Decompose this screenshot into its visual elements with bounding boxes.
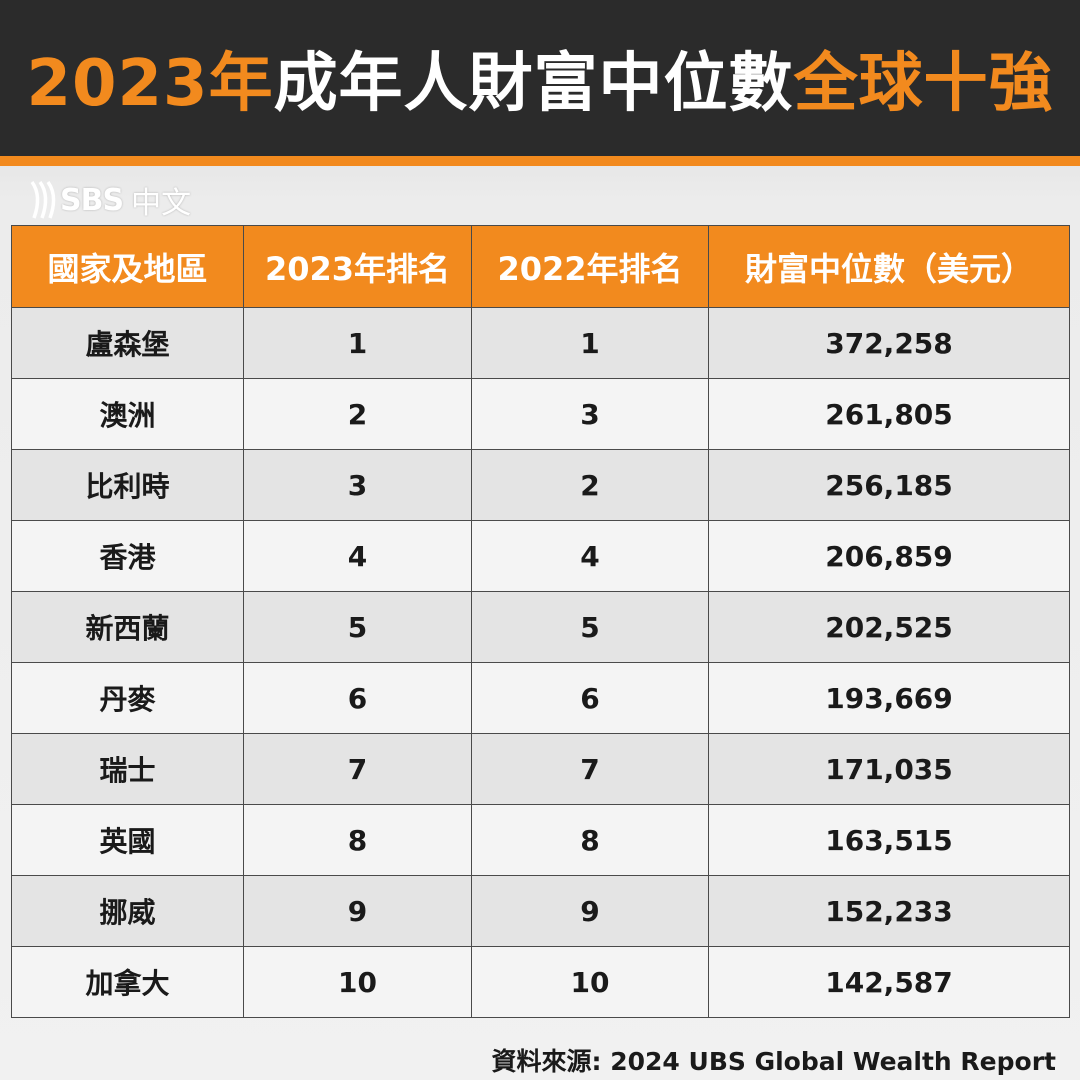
cell-median-wealth: 152,233 — [708, 875, 1070, 947]
cell-region: 瑞士 — [11, 733, 244, 805]
column-header-median-wealth: 財富中位數（美元） — [708, 225, 1070, 308]
sbs-logo: SBS 中文 — [28, 178, 191, 222]
cell-rank-2023: 4 — [243, 520, 472, 592]
table-row: 新西蘭 5 5 202,525 — [11, 591, 1070, 663]
table-row: 盧森堡 1 1 372,258 — [11, 307, 1070, 379]
table-row: 挪威 9 9 152,233 — [11, 875, 1070, 947]
cell-rank-2023: 8 — [243, 804, 472, 876]
cell-rank-2022: 8 — [471, 804, 709, 876]
title-banner: 2023年成年人財富中位數全球十強 — [0, 0, 1080, 166]
source-note: 資料來源: 2024 UBS Global Wealth Report — [491, 1047, 1056, 1076]
cell-rank-2022: 3 — [471, 378, 709, 450]
cell-region: 盧森堡 — [11, 307, 244, 379]
cell-region: 英國 — [11, 804, 244, 876]
cell-median-wealth: 142,587 — [708, 946, 1070, 1018]
cell-rank-2022: 10 — [471, 946, 709, 1018]
cell-region: 比利時 — [11, 449, 244, 521]
logo-brand: SBS — [60, 182, 124, 218]
cell-rank-2023: 9 — [243, 875, 472, 947]
cell-median-wealth: 171,035 — [708, 733, 1070, 805]
title-part-subject: 成年人財富中位數 — [273, 47, 794, 121]
page-title: 2023年成年人財富中位數全球十強 — [26, 32, 1053, 124]
cell-rank-2022: 5 — [471, 591, 709, 663]
cell-rank-2023: 10 — [243, 946, 472, 1018]
cell-rank-2022: 9 — [471, 875, 709, 947]
cell-rank-2023: 5 — [243, 591, 472, 663]
cell-rank-2023: 1 — [243, 307, 472, 379]
cell-median-wealth: 163,515 — [708, 804, 1070, 876]
cell-region: 新西蘭 — [11, 591, 244, 663]
title-part-top-ten: 全球十強 — [793, 47, 1054, 121]
column-header-rank-2023: 2023年排名 — [243, 225, 472, 308]
cell-median-wealth: 202,525 — [708, 591, 1070, 663]
table-row: 瑞士 7 7 171,035 — [11, 733, 1070, 805]
cell-rank-2023: 2 — [243, 378, 472, 450]
cell-median-wealth: 261,805 — [708, 378, 1070, 450]
table-header-row: 國家及地區 2023年排名 2022年排名 財富中位數（美元） — [11, 225, 1070, 308]
cell-rank-2022: 2 — [471, 449, 709, 521]
table-row: 加拿大 10 10 142,587 — [11, 946, 1070, 1018]
table-row: 比利時 3 2 256,185 — [11, 449, 1070, 521]
table-row: 英國 8 8 163,515 — [11, 804, 1070, 876]
cell-median-wealth: 372,258 — [708, 307, 1070, 379]
cell-region: 香港 — [11, 520, 244, 592]
cell-region: 丹麥 — [11, 662, 244, 734]
cell-median-wealth: 193,669 — [708, 662, 1070, 734]
table-row: 丹麥 6 6 193,669 — [11, 662, 1070, 734]
cell-rank-2023: 3 — [243, 449, 472, 521]
logo-sub: 中文 — [131, 186, 192, 221]
cell-rank-2022: 1 — [471, 307, 709, 379]
table-row: 澳洲 2 3 261,805 — [11, 378, 1070, 450]
table-row: 香港 4 4 206,859 — [11, 520, 1070, 592]
cell-rank-2022: 7 — [471, 733, 709, 805]
cell-rank-2022: 4 — [471, 520, 709, 592]
cell-region: 挪威 — [11, 875, 244, 947]
title-part-year: 2023年 — [26, 47, 274, 121]
wealth-table: 國家及地區 2023年排名 2022年排名 財富中位數（美元） 盧森堡 1 1 … — [11, 225, 1070, 1018]
column-header-region: 國家及地區 — [11, 225, 244, 308]
cell-rank-2022: 6 — [471, 662, 709, 734]
cell-median-wealth: 256,185 — [708, 449, 1070, 521]
cell-median-wealth: 206,859 — [708, 520, 1070, 592]
cell-rank-2023: 7 — [243, 733, 472, 805]
cell-region: 加拿大 — [11, 946, 244, 1018]
sbs-logo-icon — [30, 180, 56, 219]
cell-region: 澳洲 — [11, 378, 244, 450]
column-header-rank-2022: 2022年排名 — [471, 225, 709, 308]
cell-rank-2023: 6 — [243, 662, 472, 734]
